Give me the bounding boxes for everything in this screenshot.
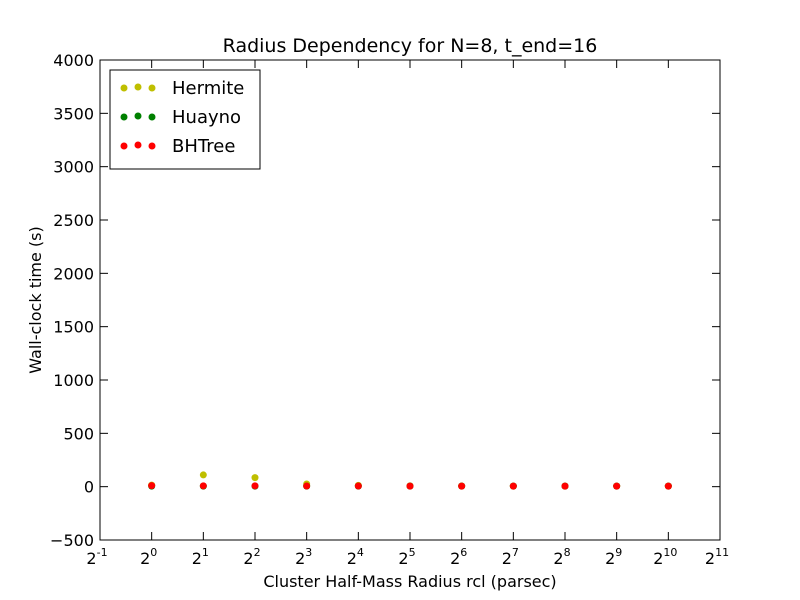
legend-marker xyxy=(148,84,156,92)
legend-item-huayno: Huayno xyxy=(120,107,241,128)
y-tick-label: 2000 xyxy=(53,264,94,283)
data-point xyxy=(251,482,259,490)
data-point xyxy=(199,482,207,490)
legend-item-bhtree: BHTree xyxy=(120,136,235,157)
legend-marker xyxy=(120,142,128,150)
legend-marker xyxy=(134,141,142,149)
data-point xyxy=(613,482,621,490)
x-tick-label: 24 xyxy=(347,546,364,568)
x-tick-label: 23 xyxy=(295,546,312,568)
plot-area xyxy=(148,471,672,490)
x-tick-label: 27 xyxy=(502,546,519,568)
y-tick-label: 2500 xyxy=(53,211,94,230)
legend-marker xyxy=(148,142,156,150)
y-axis: −500 0 500 1000 1500 2000 2500 3000 3500 4000 xyxy=(50,51,720,550)
x-tick-label: 20 xyxy=(140,546,157,568)
y-axis-label: Wall-clock time (s) xyxy=(26,226,45,374)
data-point xyxy=(354,482,362,490)
series-bhtree xyxy=(148,482,672,490)
y-tick-label: 0 xyxy=(84,478,94,497)
y-tick-label: 3500 xyxy=(53,104,94,123)
x-tick-label: 29 xyxy=(605,546,622,568)
x-axis-label: Cluster Half-Mass Radius rcl (parsec) xyxy=(263,572,556,591)
x-tick-label: 211 xyxy=(705,546,729,568)
x-axis: 2-1 20 21 22 23 24 25 26 27 28 29 210 211 xyxy=(86,60,729,568)
data-point xyxy=(458,482,466,490)
legend-marker xyxy=(134,83,142,91)
x-tick-label: 22 xyxy=(243,546,260,568)
legend-marker xyxy=(134,112,142,120)
data-point xyxy=(561,482,569,490)
legend-label: Hermite xyxy=(172,78,244,99)
legend-marker xyxy=(148,113,156,121)
legend: Hermite Huayno BHTree xyxy=(109,69,261,170)
legend-label: BHTree xyxy=(172,136,235,157)
y-tick-label: 3000 xyxy=(53,158,94,177)
chart-title: Radius Dependency for N=8, t_end=16 xyxy=(223,35,598,57)
x-tick-label: 210 xyxy=(653,546,677,568)
data-point xyxy=(148,482,156,490)
legend-marker xyxy=(120,113,128,121)
legend-item-hermite: Hermite xyxy=(120,78,244,99)
data-point xyxy=(303,482,311,490)
y-tick-label: 1500 xyxy=(53,318,94,337)
x-tick-label: 21 xyxy=(192,546,209,568)
x-tick-label: 28 xyxy=(553,546,570,568)
data-point xyxy=(251,474,259,482)
data-point xyxy=(406,482,414,490)
y-tick-label: −500 xyxy=(50,531,94,550)
x-tick-label: 26 xyxy=(450,546,467,568)
y-tick-label: 4000 xyxy=(53,51,94,70)
x-tick-label: 25 xyxy=(398,546,415,568)
legend-marker xyxy=(120,84,128,92)
data-point xyxy=(199,471,207,479)
data-point xyxy=(664,482,672,490)
y-tick-label: 1000 xyxy=(53,371,94,390)
legend-label: Huayno xyxy=(172,107,241,128)
y-tick-label: 500 xyxy=(63,424,94,443)
data-point xyxy=(509,482,517,490)
